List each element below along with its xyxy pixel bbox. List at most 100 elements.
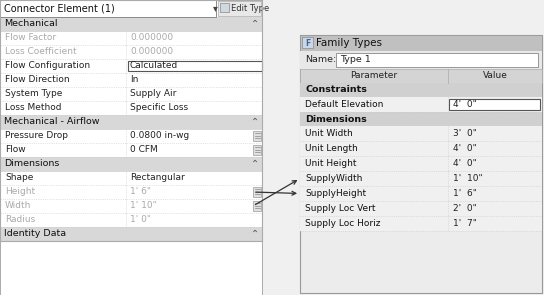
Text: Mechanical: Mechanical	[4, 19, 58, 29]
Text: Connector Element (1): Connector Element (1)	[4, 4, 115, 14]
Text: Constraints: Constraints	[305, 86, 367, 94]
Text: ▾: ▾	[213, 4, 218, 14]
Text: 3'  0": 3' 0"	[453, 129, 477, 138]
Text: Unit Height: Unit Height	[305, 159, 356, 168]
Bar	[253, 201, 261, 211]
Bar	[0, 45, 262, 59]
Bar	[0, 157, 262, 171]
Bar	[0, 213, 262, 227]
Bar	[0, 73, 262, 87]
Bar	[300, 97, 542, 112]
Bar	[300, 216, 542, 231]
Text: 4'  0": 4' 0"	[453, 159, 477, 168]
Text: Supply Air: Supply Air	[130, 89, 176, 99]
Bar	[300, 83, 542, 97]
Text: Flow Direction: Flow Direction	[5, 76, 70, 84]
Text: 1'  10": 1' 10"	[453, 174, 483, 183]
Bar	[0, 115, 262, 129]
Text: 0.000000: 0.000000	[130, 47, 173, 57]
Bar	[218, 1, 261, 16]
Text: Flow: Flow	[5, 145, 26, 155]
Text: Unit Length: Unit Length	[305, 144, 358, 153]
Text: 4'  0": 4' 0"	[453, 144, 477, 153]
Text: 0.000000: 0.000000	[130, 34, 173, 42]
Text: SupplyWidth: SupplyWidth	[305, 174, 362, 183]
Text: Edit Type: Edit Type	[231, 4, 269, 13]
Text: ⌃: ⌃	[251, 117, 259, 127]
Text: Dimensions: Dimensions	[4, 160, 59, 168]
Text: Calculated: Calculated	[130, 61, 178, 71]
Bar	[300, 201, 542, 216]
Text: Pressure Drop: Pressure Drop	[5, 132, 68, 140]
Text: Supply Loc Horiz: Supply Loc Horiz	[305, 219, 380, 228]
Text: Shape: Shape	[5, 173, 33, 183]
Text: Flow Factor: Flow Factor	[5, 34, 56, 42]
Text: Identity Data: Identity Data	[4, 230, 66, 238]
Text: SupplyHeight: SupplyHeight	[305, 189, 366, 198]
Bar	[449, 99, 540, 110]
Bar	[0, 129, 262, 143]
Bar	[220, 3, 229, 12]
Bar	[128, 61, 262, 71]
Bar	[0, 143, 262, 157]
Text: Flow Configuration: Flow Configuration	[5, 61, 90, 71]
Text: 1'  7": 1' 7"	[453, 219, 477, 228]
Text: In: In	[130, 76, 138, 84]
Text: ⌃: ⌃	[251, 19, 259, 29]
Text: F: F	[305, 39, 310, 47]
Bar	[300, 35, 542, 51]
Text: 1' 6": 1' 6"	[130, 188, 151, 196]
Bar	[0, 185, 262, 199]
Bar	[0, 227, 262, 241]
Bar	[0, 0, 216, 17]
Bar	[300, 35, 542, 293]
Bar	[300, 69, 542, 83]
Bar	[0, 0, 262, 295]
Bar	[0, 31, 262, 45]
Bar	[0, 199, 262, 213]
Bar	[300, 171, 542, 186]
Bar	[300, 141, 542, 156]
Bar	[0, 59, 262, 73]
Bar	[336, 53, 538, 67]
Text: Name:: Name:	[305, 55, 336, 65]
Text: 2'  0": 2' 0"	[453, 204, 477, 213]
Bar	[253, 131, 261, 141]
Text: Loss Coefficient: Loss Coefficient	[5, 47, 77, 57]
Text: Dimensions: Dimensions	[305, 114, 367, 124]
Text: Specific Loss: Specific Loss	[130, 104, 188, 112]
Bar	[0, 171, 262, 185]
Text: 1'  6": 1' 6"	[453, 189, 477, 198]
Text: Default Elevation: Default Elevation	[305, 100, 384, 109]
Bar	[253, 187, 261, 197]
Text: Parameter: Parameter	[350, 71, 398, 81]
Bar	[253, 145, 261, 155]
Text: 0.0800 in-wg: 0.0800 in-wg	[130, 132, 189, 140]
Text: Radius: Radius	[5, 216, 35, 224]
Bar	[0, 0, 262, 17]
Text: Value: Value	[483, 71, 508, 81]
Text: Type 1: Type 1	[340, 55, 371, 65]
Text: System Type: System Type	[5, 89, 63, 99]
Bar	[300, 112, 542, 126]
Text: Family Types: Family Types	[316, 38, 382, 48]
Text: 1' 10": 1' 10"	[130, 201, 157, 211]
Bar	[0, 0, 262, 241]
Text: 0 CFM: 0 CFM	[130, 145, 158, 155]
Bar	[300, 126, 542, 141]
Text: Mechanical - Airflow: Mechanical - Airflow	[4, 117, 100, 127]
Bar	[0, 17, 262, 31]
Text: Width: Width	[5, 201, 32, 211]
Text: Rectangular: Rectangular	[130, 173, 185, 183]
Bar	[300, 186, 542, 201]
Text: 1' 0": 1' 0"	[130, 216, 151, 224]
Bar	[302, 37, 313, 48]
Bar	[0, 87, 262, 101]
Text: ⌃: ⌃	[251, 159, 259, 169]
Text: Supply Loc Vert: Supply Loc Vert	[305, 204, 375, 213]
Text: ⌃: ⌃	[251, 229, 259, 239]
Bar	[0, 101, 262, 115]
Text: 4'  0": 4' 0"	[453, 100, 477, 109]
Text: Height: Height	[5, 188, 35, 196]
Bar	[300, 156, 542, 171]
